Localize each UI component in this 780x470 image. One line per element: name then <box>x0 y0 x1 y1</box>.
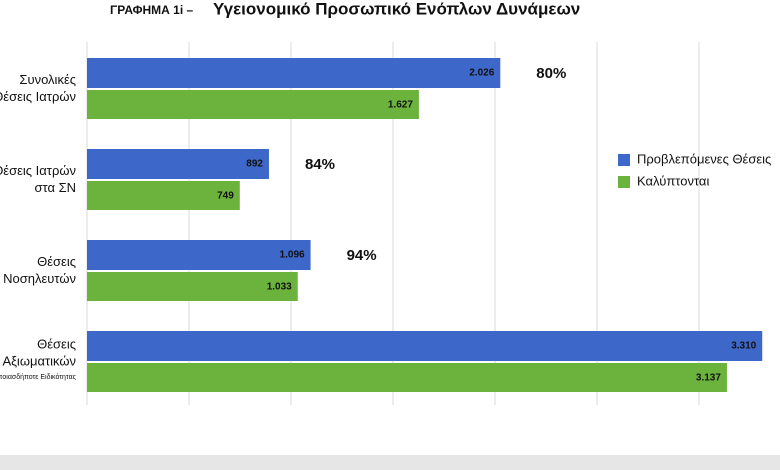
legend-swatch <box>618 154 630 166</box>
category-label: Νοσηλευτών <box>3 271 76 286</box>
legend-label: Προβλεπόμενες Θέσεις <box>637 151 771 166</box>
bar <box>87 58 501 88</box>
bar <box>87 331 763 361</box>
percent-label: 80% <box>536 65 566 82</box>
value-label: 892 <box>246 159 263 170</box>
value-label: 1.627 <box>388 100 413 111</box>
category-label: Οποιασδήποτε Ειδικότητας <box>0 373 77 381</box>
category-label: Θέσεις <box>37 336 76 351</box>
category-label: στα ΣΝ <box>34 180 76 195</box>
category-label: Θέσεις <box>37 254 76 269</box>
value-label: 1.033 <box>267 282 292 293</box>
legend-swatch <box>618 176 630 188</box>
bar <box>87 240 311 270</box>
bar <box>87 181 240 210</box>
value-label: 3.310 <box>731 341 756 352</box>
bar <box>87 149 269 179</box>
percent-label: 94% <box>347 247 377 264</box>
bar <box>87 272 298 301</box>
value-label: 3.137 <box>696 373 721 384</box>
chart-title: Υγειονομικό Προσωπικό Ενόπλων Δυνάμεων <box>213 0 580 18</box>
category-label: Θέσεις Ιατρών <box>0 163 76 178</box>
bar <box>87 90 419 119</box>
value-label: 2.026 <box>469 68 494 79</box>
category-label: Αξιωματικών <box>2 353 76 368</box>
category-label: Συνολικές <box>19 72 76 87</box>
category-label: Θέσεις Ιατρών <box>0 89 76 104</box>
title-prefix: ΓΡΑΦΗΜΑ 1i – <box>110 3 194 17</box>
percent-label: 84% <box>305 156 335 173</box>
footer-strip <box>0 455 780 470</box>
value-label: 749 <box>217 191 234 202</box>
legend-label: Καλύπτονται <box>637 173 709 188</box>
value-label: 1.096 <box>280 250 305 261</box>
bar <box>87 363 727 392</box>
